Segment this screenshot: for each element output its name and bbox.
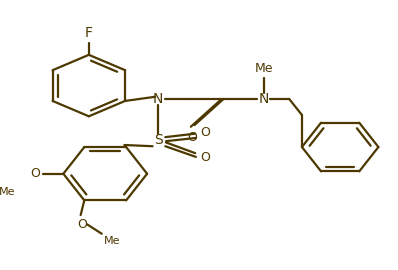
Text: O: O [200,151,210,164]
Text: Me: Me [0,187,15,197]
Text: Me: Me [104,236,121,246]
Text: N: N [153,92,163,106]
Text: Me: Me [254,62,273,75]
Text: F: F [85,26,93,40]
Text: O: O [78,218,88,231]
Text: O: O [200,126,210,139]
Text: S: S [154,133,162,147]
Text: N: N [258,92,269,106]
Text: O: O [30,167,40,180]
Text: O: O [188,131,197,144]
